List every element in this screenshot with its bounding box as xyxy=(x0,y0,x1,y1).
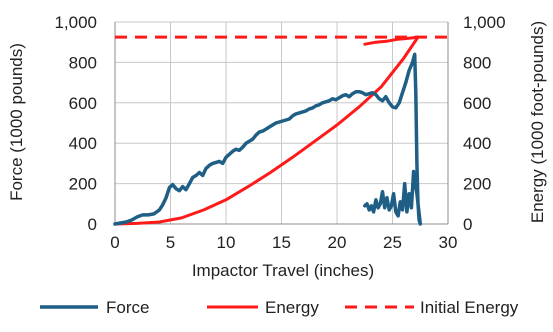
series-group xyxy=(113,35,448,226)
tick-labels: 0 5 10 15 20 25 30 0 200 400 600 800 1,000 0 200 400 600… xyxy=(54,13,505,252)
gridlines xyxy=(114,21,449,225)
y2-tick-label: 600 xyxy=(463,94,491,113)
y2-tick-label: 200 xyxy=(463,175,491,194)
x-tick-label: 5 xyxy=(166,233,175,252)
y-tick-label: 400 xyxy=(69,134,97,153)
y-tick-label: 200 xyxy=(69,175,97,194)
y-tick-label: 600 xyxy=(69,94,97,113)
x-tick-label: 20 xyxy=(328,233,347,252)
x-axis-title: Impactor Travel (inches) xyxy=(192,261,374,280)
axes xyxy=(114,22,449,225)
y-tick-label: 1,000 xyxy=(54,13,97,32)
y2-axis-title: Energy (1000 foot-pounds) xyxy=(528,21,547,223)
x-tick-label: 0 xyxy=(110,233,119,252)
y2-tick-label: 1,000 xyxy=(463,13,506,32)
legend-label-initial-energy: Initial Energy xyxy=(420,298,519,317)
y2-tick-label: 0 xyxy=(463,215,472,234)
force-series-line xyxy=(113,52,423,226)
x-tick-label: 30 xyxy=(439,233,458,252)
x-tick-label: 10 xyxy=(217,233,236,252)
x-tick-label: 25 xyxy=(383,233,402,252)
y-tick-label: 800 xyxy=(69,53,97,72)
y-axis-title: Force (1000 pounds) xyxy=(7,43,26,201)
legend-label-energy: Energy xyxy=(265,298,319,317)
y2-tick-label: 400 xyxy=(463,134,491,153)
y2-tick-label: 800 xyxy=(463,53,491,72)
legend: Force Energy Initial Energy xyxy=(40,298,519,317)
x-tick-label: 15 xyxy=(272,233,291,252)
energy-series-line xyxy=(113,35,420,226)
y-tick-label: 0 xyxy=(88,215,97,234)
legend-label-force: Force xyxy=(106,298,149,317)
